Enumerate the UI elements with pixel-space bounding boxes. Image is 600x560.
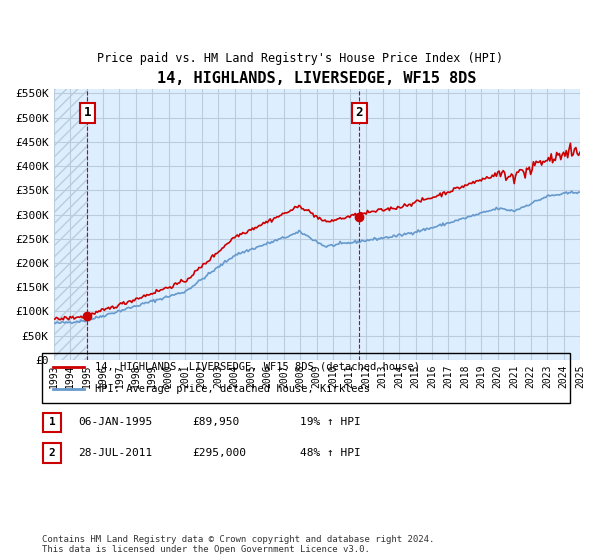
Text: Price paid vs. HM Land Registry's House Price Index (HPI): Price paid vs. HM Land Registry's House … <box>97 52 503 66</box>
Bar <box>53 88 88 360</box>
Title: 14, HIGHLANDS, LIVERSEDGE, WF15 8DS: 14, HIGHLANDS, LIVERSEDGE, WF15 8DS <box>157 71 476 86</box>
Text: 19% ↑ HPI: 19% ↑ HPI <box>300 417 361 427</box>
Text: £89,950: £89,950 <box>192 417 239 427</box>
Text: 1: 1 <box>49 417 55 427</box>
Text: 14, HIGHLANDS, LIVERSEDGE, WF15 8DS (detached house): 14, HIGHLANDS, LIVERSEDGE, WF15 8DS (det… <box>95 362 420 372</box>
Text: 2: 2 <box>49 448 55 458</box>
Text: 1: 1 <box>83 106 91 119</box>
Text: 48% ↑ HPI: 48% ↑ HPI <box>300 448 361 458</box>
Text: 2: 2 <box>355 106 363 119</box>
Text: 28-JUL-2011: 28-JUL-2011 <box>78 448 152 458</box>
Text: £295,000: £295,000 <box>192 448 246 458</box>
Text: Contains HM Land Registry data © Crown copyright and database right 2024.
This d: Contains HM Land Registry data © Crown c… <box>42 535 434 554</box>
Bar <box>53 88 88 360</box>
Text: 06-JAN-1995: 06-JAN-1995 <box>78 417 152 427</box>
Text: HPI: Average price, detached house, Kirklees: HPI: Average price, detached house, Kirk… <box>95 384 370 394</box>
